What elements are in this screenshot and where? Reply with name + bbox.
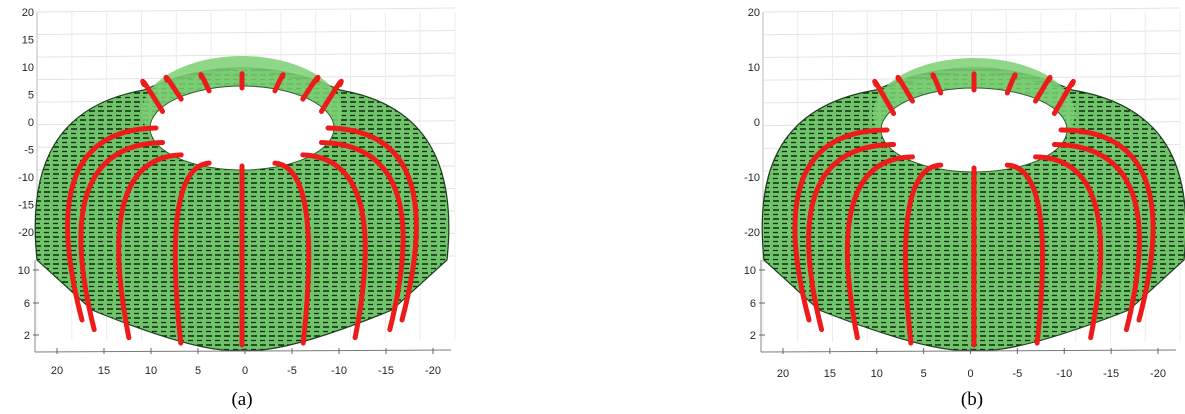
z-tick-label: -20: [744, 227, 760, 239]
x-tick-label: 5: [921, 368, 927, 380]
red-curve: [318, 140, 406, 333]
red-curve: [116, 152, 184, 341]
x-tick-label: 10: [871, 368, 883, 380]
z-tick-label: 10: [22, 62, 34, 74]
x-tick-label: -10: [1056, 368, 1072, 380]
red-curve: [1033, 74, 1053, 104]
red-curve: [163, 74, 184, 102]
red-curve: [172, 160, 212, 346]
x-tick-label: -5: [287, 365, 297, 377]
z-tick-label: -10: [744, 172, 760, 184]
red-curve: [895, 74, 915, 104]
z-tick-label: 20: [22, 7, 34, 19]
red-curve: [1004, 72, 1018, 96]
z-tick-label: 15: [22, 35, 34, 47]
x-tick-label: 20: [51, 365, 63, 377]
red-curve: [78, 140, 166, 333]
red-curve: [300, 74, 321, 102]
red-curve: [140, 78, 166, 114]
red-curve: [272, 160, 312, 346]
red-curve: [902, 162, 944, 346]
panel-a-plot: 20 15 10 5 0 -5 -10 -15 -20 10 6 2 20 15 10 5 0 -5 -10 -15 -…: [18, 7, 456, 410]
x-tick-label: -5: [1012, 368, 1022, 380]
z-tick-label: -10: [18, 172, 34, 184]
x-tick-label: 0: [967, 368, 973, 380]
z-tick-label: 2: [24, 330, 30, 342]
x-tick-label: 5: [195, 365, 201, 377]
red-curve: [792, 127, 890, 323]
z-tick-label: 10: [18, 265, 30, 277]
panel-b-plot: 20 10 0 -10 -20 10 6 2 20 15 10 5 0 -5 -10 -15 -20 (b): [744, 7, 1185, 410]
z-tick-label: 2: [750, 330, 756, 342]
panel-b-caption: (b): [961, 389, 983, 410]
red-curve: [1051, 142, 1142, 333]
red-curve: [1033, 154, 1103, 341]
z-tick-label: 6: [750, 298, 756, 310]
red-curve: [198, 72, 212, 94]
panel-a-axes: 20 15 10 5 0 -5 -10 -15 -20 10 6 2 20 15 10 5 0 -5 -10 -15 -…: [18, 7, 452, 377]
red-curve: [65, 125, 159, 323]
x-tick-label: -15: [378, 365, 394, 377]
red-curve: [1004, 162, 1046, 346]
x-tick-label: 15: [824, 368, 836, 380]
panel-a-caption: (a): [231, 389, 252, 410]
x-tick-label: 20: [777, 368, 789, 380]
panel-b-axes: 20 10 0 -10 -20 10 6 2 20 15 10 5 0 -5 -10 -15 -20: [744, 7, 1177, 380]
red-curve: [300, 152, 368, 341]
z-tick-label: -15: [18, 200, 34, 212]
z-tick-label: -20: [18, 227, 34, 239]
red-curve: [806, 142, 897, 333]
x-tick-label: -20: [425, 365, 441, 377]
red-curve: [1051, 78, 1076, 116]
x-tick-label: -20: [1150, 368, 1166, 380]
red-curve: [272, 72, 286, 94]
red-curve: [318, 78, 344, 114]
panel-b-red-curves: [792, 71, 1156, 348]
x-tick-label: -10: [331, 365, 347, 377]
z-tick-label: 6: [24, 298, 30, 310]
red-curve: [872, 78, 897, 116]
x-tick-label: -15: [1103, 368, 1119, 380]
z-tick-label: 0: [754, 117, 760, 129]
z-tick-label: 10: [744, 265, 756, 277]
red-curve: [1058, 127, 1156, 323]
panel-a-red-curves: [65, 71, 419, 348]
z-tick-label: -5: [24, 145, 34, 157]
z-tick-label: 20: [748, 7, 760, 19]
z-tick-label: 10: [748, 62, 760, 74]
x-tick-label: 0: [242, 365, 248, 377]
x-tick-label: 15: [98, 365, 110, 377]
x-tick-label: 10: [145, 365, 157, 377]
red-curve: [325, 125, 419, 323]
z-tick-label: 0: [28, 117, 34, 129]
red-curve: [845, 154, 915, 341]
red-curve: [930, 72, 944, 96]
z-tick-label: 5: [28, 90, 34, 102]
